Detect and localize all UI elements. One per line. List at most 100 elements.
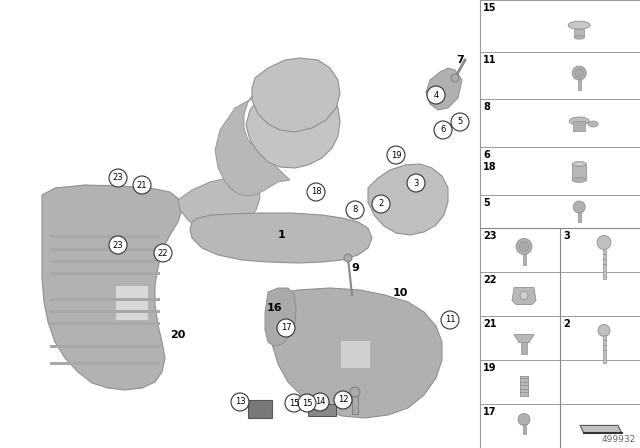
Circle shape: [519, 242, 529, 251]
Ellipse shape: [572, 177, 586, 182]
Circle shape: [334, 391, 352, 409]
Bar: [480, 404, 560, 448]
Bar: [480, 99, 640, 147]
Text: 10: 10: [392, 288, 408, 298]
Circle shape: [451, 74, 459, 82]
Bar: [560, 272, 640, 316]
Text: 15: 15: [289, 399, 300, 408]
Ellipse shape: [569, 117, 589, 125]
Bar: [480, 147, 640, 195]
Polygon shape: [50, 362, 160, 365]
Bar: [572, 164, 586, 180]
Text: 19: 19: [391, 151, 401, 159]
Text: 8: 8: [352, 206, 358, 215]
Bar: [560, 404, 640, 448]
Circle shape: [441, 311, 459, 329]
Text: 23: 23: [113, 241, 124, 250]
Ellipse shape: [572, 161, 586, 167]
Circle shape: [285, 394, 303, 412]
Text: 3: 3: [563, 231, 570, 241]
Bar: [578, 79, 580, 90]
Circle shape: [407, 174, 425, 192]
Circle shape: [344, 254, 352, 262]
Polygon shape: [512, 288, 536, 305]
Polygon shape: [252, 58, 340, 132]
Polygon shape: [265, 288, 296, 346]
Text: 17: 17: [281, 323, 291, 332]
Circle shape: [572, 66, 586, 80]
Polygon shape: [50, 248, 160, 251]
Polygon shape: [190, 213, 372, 263]
Polygon shape: [42, 185, 182, 390]
Text: 12: 12: [338, 396, 348, 405]
Polygon shape: [50, 235, 160, 238]
Ellipse shape: [568, 21, 590, 29]
Circle shape: [133, 176, 151, 194]
Circle shape: [350, 387, 360, 397]
Circle shape: [346, 201, 364, 219]
Ellipse shape: [576, 163, 582, 165]
Bar: [480, 316, 560, 360]
Polygon shape: [215, 84, 290, 196]
Circle shape: [372, 195, 390, 213]
Circle shape: [311, 393, 329, 411]
Polygon shape: [50, 298, 160, 301]
Polygon shape: [50, 310, 160, 313]
Polygon shape: [514, 335, 534, 343]
Polygon shape: [50, 322, 160, 325]
Bar: [480, 228, 560, 272]
Bar: [480, 272, 560, 316]
Circle shape: [154, 244, 172, 262]
Bar: [560, 360, 640, 404]
Circle shape: [427, 86, 445, 104]
Text: 6
18: 6 18: [483, 151, 497, 172]
Text: 16: 16: [267, 303, 283, 313]
Text: 8: 8: [483, 103, 490, 112]
Circle shape: [598, 324, 610, 336]
Text: 11: 11: [483, 55, 497, 65]
Circle shape: [597, 236, 611, 250]
Circle shape: [520, 292, 528, 300]
Text: 7: 7: [456, 55, 464, 65]
Bar: [480, 0, 640, 52]
Circle shape: [231, 393, 249, 411]
Bar: [521, 343, 527, 354]
Text: 14: 14: [315, 397, 325, 406]
Ellipse shape: [574, 35, 584, 39]
Text: 20: 20: [170, 330, 186, 340]
Circle shape: [298, 394, 316, 412]
Polygon shape: [178, 178, 260, 232]
Bar: [602, 336, 605, 363]
Text: 23: 23: [113, 173, 124, 182]
Bar: [578, 212, 580, 222]
Polygon shape: [368, 164, 448, 235]
Text: 18: 18: [310, 188, 321, 197]
Circle shape: [109, 236, 127, 254]
Circle shape: [518, 414, 530, 426]
Polygon shape: [50, 272, 160, 275]
Polygon shape: [50, 260, 160, 263]
Polygon shape: [50, 345, 160, 348]
Circle shape: [575, 69, 584, 78]
Text: 2: 2: [563, 319, 570, 329]
Text: 9: 9: [351, 263, 359, 273]
Bar: [480, 195, 640, 228]
Bar: [574, 29, 584, 37]
Bar: [560, 316, 640, 360]
Text: 5: 5: [483, 198, 490, 208]
Circle shape: [451, 113, 469, 131]
Polygon shape: [246, 84, 340, 168]
Text: 21: 21: [483, 319, 497, 329]
Bar: [520, 376, 528, 396]
Text: 11: 11: [445, 315, 455, 324]
Bar: [522, 254, 525, 264]
Text: 499932: 499932: [602, 435, 636, 444]
Bar: [480, 0, 640, 448]
Polygon shape: [352, 395, 358, 414]
Polygon shape: [115, 285, 148, 320]
Circle shape: [573, 201, 585, 213]
Bar: [560, 228, 640, 272]
Polygon shape: [270, 288, 442, 418]
Circle shape: [307, 183, 325, 201]
Polygon shape: [248, 400, 272, 418]
